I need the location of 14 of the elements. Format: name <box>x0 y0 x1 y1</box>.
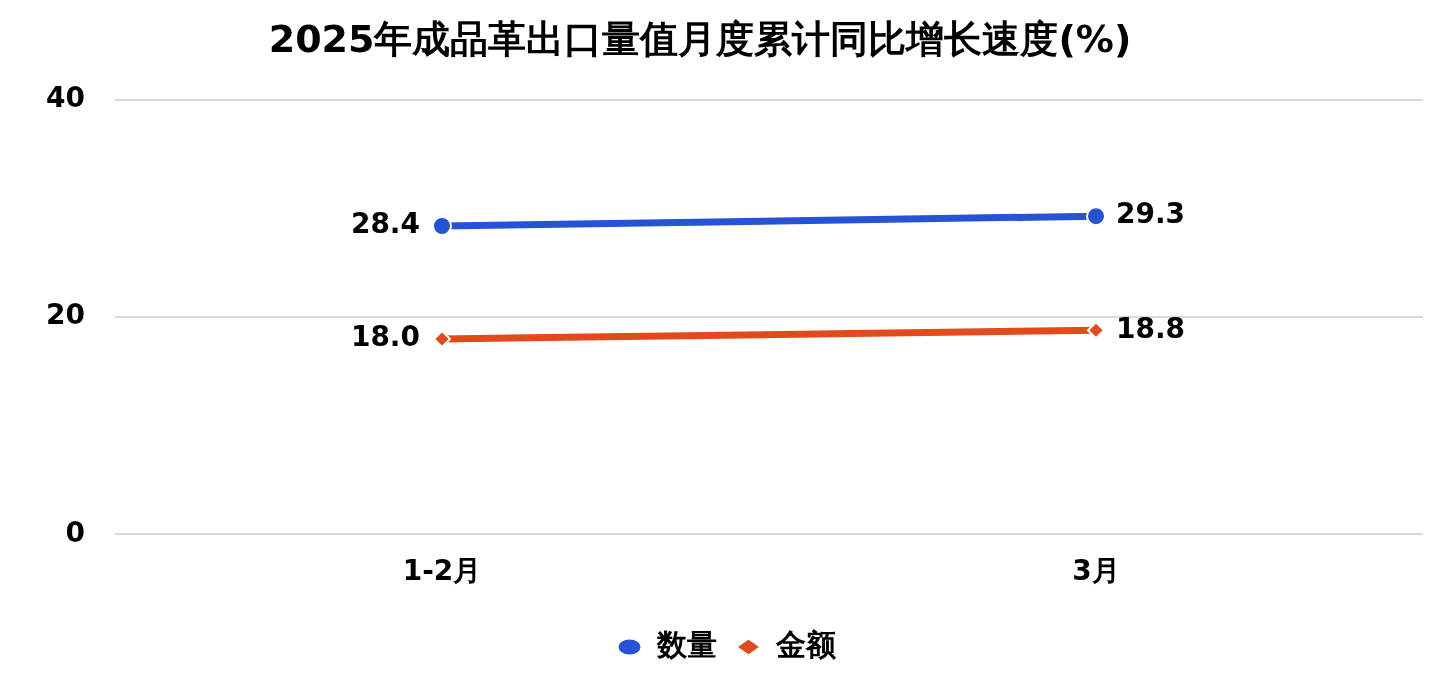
data-label: 28.4 <box>350 207 420 241</box>
legend-label: 数量 <box>655 626 717 662</box>
data-label: 18.8 <box>1116 311 1186 345</box>
data-label: 29.3 <box>1116 197 1186 231</box>
chart-title: 2025年成品革出口量值月度累计同比增长速度(%) <box>267 16 1133 63</box>
data-label: 18.0 <box>350 320 420 354</box>
legend-label: 金额 <box>774 626 836 662</box>
y-tick-label: 40 <box>46 81 85 115</box>
x-tick-label: 1-2月 <box>402 554 482 588</box>
y-tick-label: 20 <box>46 298 85 332</box>
y-tick-label: 0 <box>65 515 85 549</box>
point <box>432 215 452 236</box>
point <box>1086 206 1106 227</box>
x-tick-label: 3月 <box>1072 554 1120 588</box>
